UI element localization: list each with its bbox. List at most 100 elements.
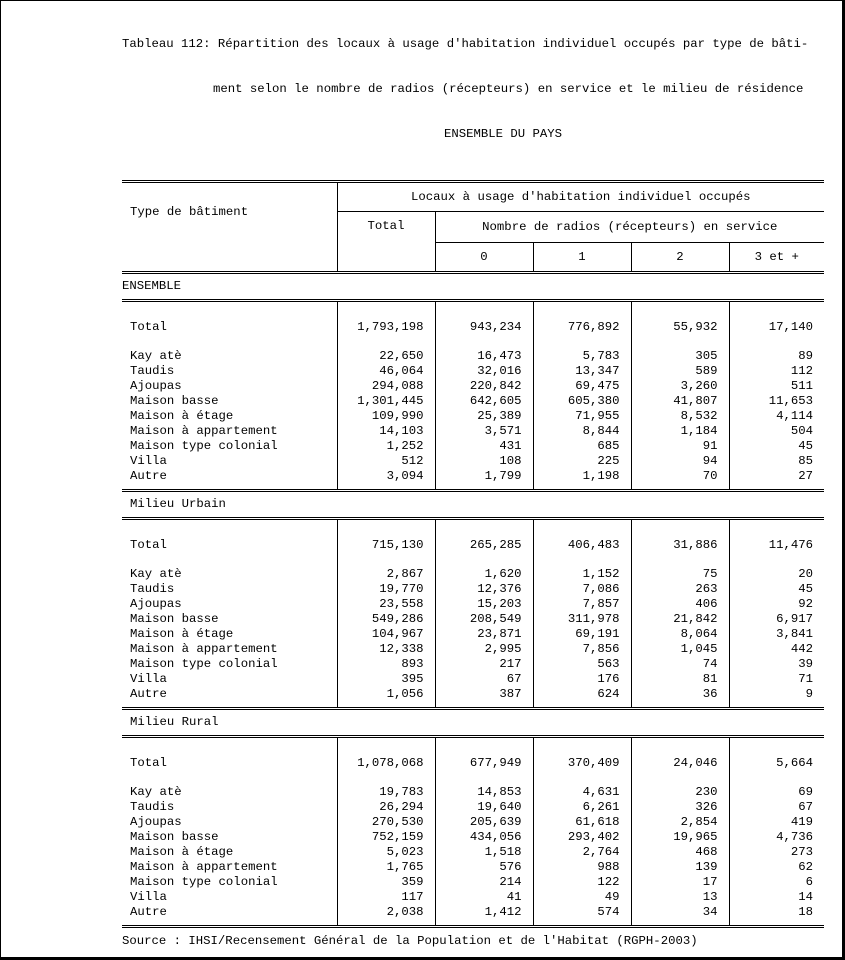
spacer-cell (532, 518, 631, 538)
value-cell: 294,088 (336, 379, 435, 394)
row-label: Ajoupas (130, 597, 182, 611)
value-cell: 442 (728, 642, 825, 657)
value-cell: 504 (728, 424, 825, 439)
table-row: Maison type colonial 1,252 431 685 91 45 (122, 439, 825, 454)
value-cell: 17,140 (728, 320, 825, 335)
value-cell: 406 (630, 597, 729, 612)
value-cell: 468 (630, 845, 729, 860)
value-cell: 208,549 (434, 612, 533, 627)
header-row-2: Total Nombre de radios (récepteurs) en s… (122, 211, 825, 274)
spacer-cell (630, 335, 729, 349)
value-cell: 8,532 (630, 409, 729, 424)
table-row: Kay atè 19,783 14,853 4,631 230 69 (122, 785, 825, 800)
page-content: Tableau 112: Répartition des locaux à us… (1, 1, 825, 957)
value-cell: 3,571 (434, 424, 533, 439)
header-row-label: Type de bâtiment (122, 180, 337, 274)
value-cell: 4,114 (728, 409, 825, 424)
total-row: Total 1,793,198 943,234 776,892 55,932 17,140 (122, 320, 825, 335)
value-cell: 19,770 (336, 582, 435, 597)
value-cell: 122 (532, 875, 631, 890)
table-row: Maison à appartement 12,338 2,995 7,856 1,04… (122, 642, 825, 657)
spacer-cell (728, 335, 825, 349)
value-cell: 3,260 (630, 379, 729, 394)
table-row: Villa 395 67 176 81 71 (122, 672, 825, 687)
value-cell: 5,783 (532, 349, 631, 364)
spacer-cell (434, 771, 533, 785)
value-cell: 7,856 (532, 642, 631, 657)
spacer-cell (728, 920, 825, 928)
value-cell: 4,736 (728, 830, 825, 845)
table-row: Maison type colonial 359 214 122 17 6 (122, 875, 825, 890)
value-cell: 5,023 (336, 845, 435, 860)
value-cell: 55,932 (630, 320, 729, 335)
value-cell: 230 (630, 785, 729, 800)
table-row: Taudis 26,294 19,640 6,261 326 67 (122, 800, 825, 815)
row-label: Maison à étage (130, 409, 234, 423)
table-row: Maison à étage 5,023 1,518 2,764 468 273 (122, 845, 825, 860)
spacer-cell (122, 920, 337, 928)
value-cell: 14,103 (336, 424, 435, 439)
value-cell: 3,841 (728, 627, 825, 642)
total-row: Total 1,078,068 677,949 370,409 24,046 5,664 (122, 756, 825, 771)
value-cell: 370,409 (532, 756, 631, 771)
value-cell: 270,530 (336, 815, 435, 830)
value-cell: 112 (728, 364, 825, 379)
header-group: Locaux à usage d'habitation individuel o… (336, 180, 825, 212)
header-row-3: 0 1 2 3 et + (122, 242, 825, 274)
value-cell: 893 (336, 657, 435, 672)
row-label: Autre (130, 687, 167, 701)
row-label: Villa (130, 454, 167, 468)
value-cell: 511 (728, 379, 825, 394)
value-cell: 139 (630, 860, 729, 875)
value-cell: 395 (336, 672, 435, 687)
value-cell: 589 (630, 364, 729, 379)
total-row: Total 715,130 265,285 406,483 31,886 11,476 (122, 538, 825, 553)
table-row: Villa 512 108 225 94 85 (122, 454, 825, 469)
spacer-cell (122, 771, 337, 785)
value-cell: 2,854 (630, 815, 729, 830)
spacer-row (122, 702, 825, 710)
value-cell: 11,653 (728, 394, 825, 409)
row-label: Autre (130, 469, 167, 483)
row-label: Kay atè (130, 785, 182, 799)
value-cell: 69,475 (532, 379, 631, 394)
row-label: Total (130, 538, 167, 552)
spacer-row (122, 518, 825, 538)
value-cell: 305 (630, 349, 729, 364)
value-cell: 13 (630, 890, 729, 905)
table-row: Kay atè 22,650 16,473 5,783 305 89 (122, 349, 825, 364)
row-label: Maison à appartement (130, 424, 278, 438)
value-cell: 176 (532, 672, 631, 687)
value-cell: 69 (728, 785, 825, 800)
value-cell: 1,799 (434, 469, 533, 484)
row-label: Maison basse (130, 612, 219, 626)
value-cell: 1,152 (532, 567, 631, 582)
table-row: Maison à appartement 14,103 3,571 8,844 1,18… (122, 424, 825, 439)
value-cell: 406,483 (532, 538, 631, 553)
value-cell: 624 (532, 687, 631, 702)
value-cell: 512 (336, 454, 435, 469)
spacer-cell (728, 736, 825, 756)
spacer-cell (630, 736, 729, 756)
section-label-row: ENSEMBLE (122, 272, 825, 302)
value-cell: 15,203 (434, 597, 533, 612)
value-cell: 1,301,445 (336, 394, 435, 409)
value-cell: 69,191 (532, 627, 631, 642)
value-cell: 45 (728, 582, 825, 597)
value-cell: 18 (728, 905, 825, 920)
value-cell: 34 (630, 905, 729, 920)
value-cell: 11,476 (728, 538, 825, 553)
table-row: Autre 2,038 1,412 574 34 18 (122, 905, 825, 920)
value-cell: 91 (630, 439, 729, 454)
spacer-cell (122, 702, 337, 710)
row-label: Maison type colonial (130, 439, 278, 453)
spacer-cell (434, 736, 533, 756)
value-cell: 19,965 (630, 830, 729, 845)
value-cell: 1,518 (434, 845, 533, 860)
value-cell: 45 (728, 439, 825, 454)
table-row: Kay atè 2,867 1,620 1,152 75 20 (122, 567, 825, 582)
value-cell: 205,639 (434, 815, 533, 830)
spacer-row (122, 920, 825, 928)
value-cell: 27 (728, 469, 825, 484)
value-cell: 605,380 (532, 394, 631, 409)
